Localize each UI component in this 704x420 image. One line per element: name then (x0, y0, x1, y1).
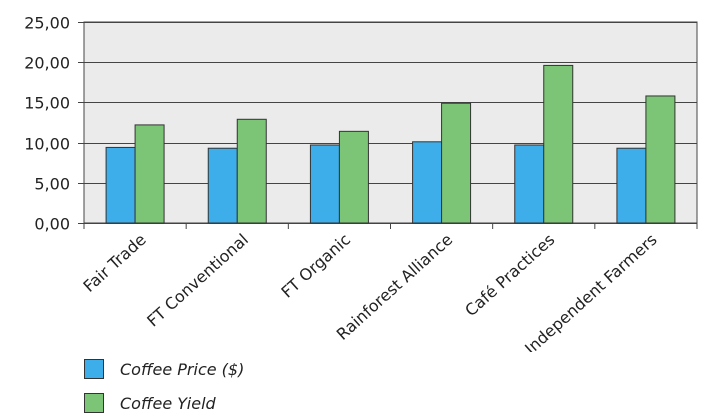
bar-price (207, 147, 238, 224)
y-tick-label: 10,00 (24, 135, 70, 154)
bar-price (514, 144, 545, 224)
y-tick-label: 5,00 (34, 175, 70, 194)
legend-item-price: Coffee Price ($) (84, 352, 244, 386)
y-tick-label: 0,00 (34, 215, 70, 234)
x-tick-label: Café Practices (461, 230, 558, 320)
bar-price (105, 146, 136, 224)
bar-price (309, 144, 340, 224)
bar-yield (338, 130, 369, 224)
y-tick-label: 25,00 (24, 14, 70, 33)
y-tick-label: 15,00 (24, 94, 70, 113)
legend-swatch-price (84, 359, 104, 379)
y-tick-label: 20,00 (24, 54, 70, 73)
legend-label-price: Coffee Price ($) (120, 359, 245, 379)
bar-price (412, 141, 443, 224)
x-tick-label: FT Conventional (143, 230, 252, 331)
bar-yield (236, 118, 267, 224)
x-tick-label: Rainforest Alliance (333, 230, 457, 344)
bars (105, 64, 676, 224)
x-tick-label: Fair Trade (79, 230, 149, 296)
bar-yield (543, 64, 574, 224)
y-axis-ticks: 0,00 5,00 10,00 15,00 20,00 25,00 (24, 14, 84, 234)
bar-yield (645, 95, 676, 224)
legend-label-yield: Coffee Yield (120, 393, 216, 413)
plot-area (83, 21, 698, 224)
bar-price (616, 147, 647, 224)
legend: Coffee Price ($) Coffee Yield (84, 352, 244, 420)
legend-item-yield: Coffee Yield (84, 386, 244, 420)
x-tick-label: FT Organic (277, 230, 354, 302)
legend-swatch-yield (84, 393, 104, 413)
bar-yield (134, 124, 165, 224)
bar-yield (441, 102, 472, 224)
